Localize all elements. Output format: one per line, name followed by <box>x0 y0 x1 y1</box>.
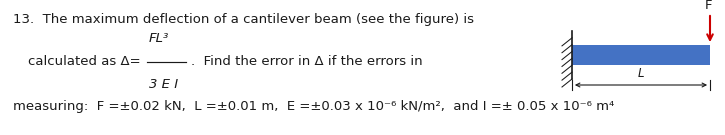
Bar <box>572 45 710 65</box>
Text: 3 E I: 3 E I <box>149 78 178 91</box>
Text: measuring:  F =±0.02 kN,  L =±0.01 m,  E =±0.03 x 10⁻⁶ kN/m²,  and I =± 0.05 x 1: measuring: F =±0.02 kN, L =±0.01 m, E =±… <box>13 100 614 113</box>
Text: FL³: FL³ <box>149 32 170 45</box>
Text: 13.  The maximum deflection of a cantilever beam (see the figure) is: 13. The maximum deflection of a cantilev… <box>13 13 474 26</box>
Text: .  Find the error in Δ if the errors in: . Find the error in Δ if the errors in <box>191 55 423 68</box>
Text: L: L <box>638 67 645 80</box>
Text: calculated as Δ=: calculated as Δ= <box>28 55 141 68</box>
Text: F: F <box>705 0 713 12</box>
